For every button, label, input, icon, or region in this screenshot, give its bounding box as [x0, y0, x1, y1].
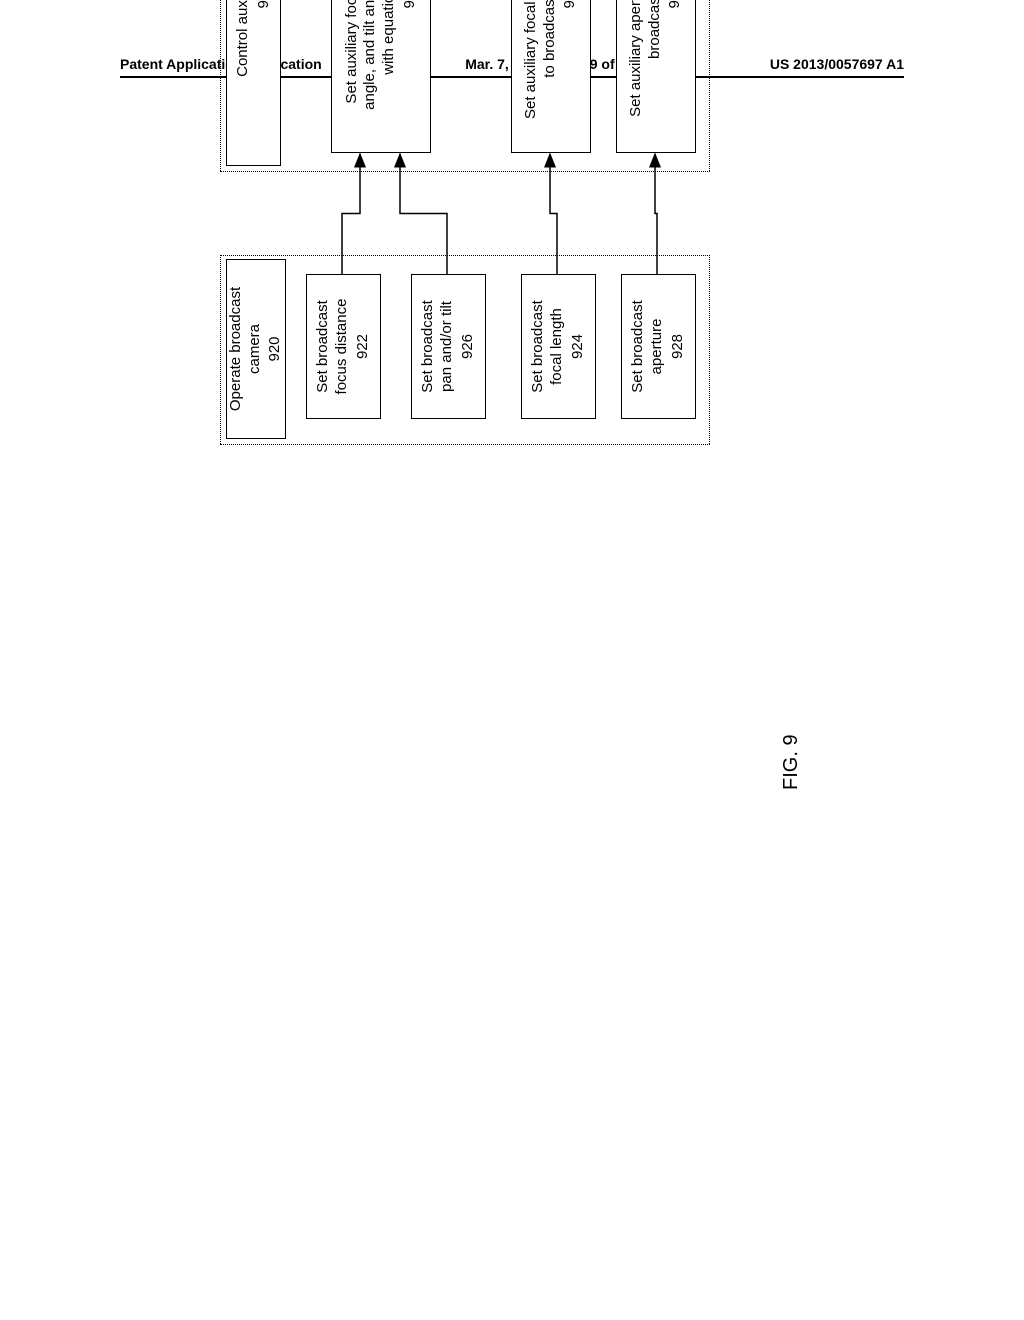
box-num: 926 — [459, 334, 478, 359]
box-set-broadcast-focal: Set broadcastfocal length924 — [521, 274, 596, 419]
box-num: 924 — [569, 334, 588, 359]
box-line: Set broadcast — [529, 300, 548, 393]
box-line: Set broadcast — [629, 300, 648, 393]
box-line: Control auxiliary camera — [234, 0, 253, 77]
figure-root: Operate broadcastcamera920Set broadcastf… — [220, 0, 720, 445]
box-line: angle, and tilt angle in accordance — [361, 0, 380, 110]
box-line: to broadcast focal length — [541, 0, 560, 78]
box-num: 930 — [255, 0, 274, 9]
box-line: focus distance — [333, 299, 352, 395]
box-line: broadcast aperture — [646, 0, 665, 59]
box-num: 920 — [266, 336, 285, 361]
group-left: Operate broadcastcamera920Set broadcastf… — [220, 255, 710, 445]
figure-label: FIG. 9 — [780, 734, 803, 790]
box-line: pan and/or tilt — [438, 301, 457, 392]
box-set-aux-aperture: Set auxiliary aperture proportional tobr… — [616, 0, 696, 153]
box-line: Set auxiliary focus distance, pan — [343, 0, 362, 104]
box-set-broadcast-aperture: Set broadcastaperture928 — [621, 274, 696, 419]
box-control-auxiliary: Control auxiliary camera930 — [226, 0, 281, 166]
box-line: Set auxiliary aperture proportional to — [627, 0, 646, 117]
box-line: Operate broadcast — [227, 287, 246, 411]
box-num: 922 — [354, 334, 373, 359]
diagram-area: FIG. 9 © 2012 Cameron Pace Group Operate… — [120, 130, 904, 1240]
box-num: 928 — [669, 334, 688, 359]
box-set-aux-focal: Set auxiliary focal length proportionalt… — [511, 0, 591, 153]
box-line: aperture — [648, 319, 667, 375]
box-num: 932 — [401, 0, 420, 9]
box-operate-broadcast: Operate broadcastcamera920 — [226, 259, 286, 439]
box-line: camera — [246, 324, 265, 374]
box-line: with equations (3) to (8) — [380, 0, 399, 75]
box-line: Set auxiliary focal length proportional — [522, 0, 541, 119]
group-right: Control auxiliary camera930 Set auxiliary… — [220, 0, 710, 172]
box-set-aux-focus: Set auxiliary focus distance, panangle, … — [331, 0, 431, 153]
box-set-broadcast-focus: Set broadcastfocus distance922 — [306, 274, 381, 419]
box-num: 934 — [561, 0, 580, 9]
box-line: Set broadcast — [419, 300, 438, 393]
box-set-broadcast-pan: Set broadcastpan and/or tilt926 — [411, 274, 486, 419]
box-line: Set broadcast — [314, 300, 333, 393]
box-num: 938 — [666, 0, 685, 9]
rotated-figure: FIG. 9 © 2012 Cameron Pace Group Operate… — [170, 0, 870, 790]
box-line: focal length — [548, 308, 567, 385]
